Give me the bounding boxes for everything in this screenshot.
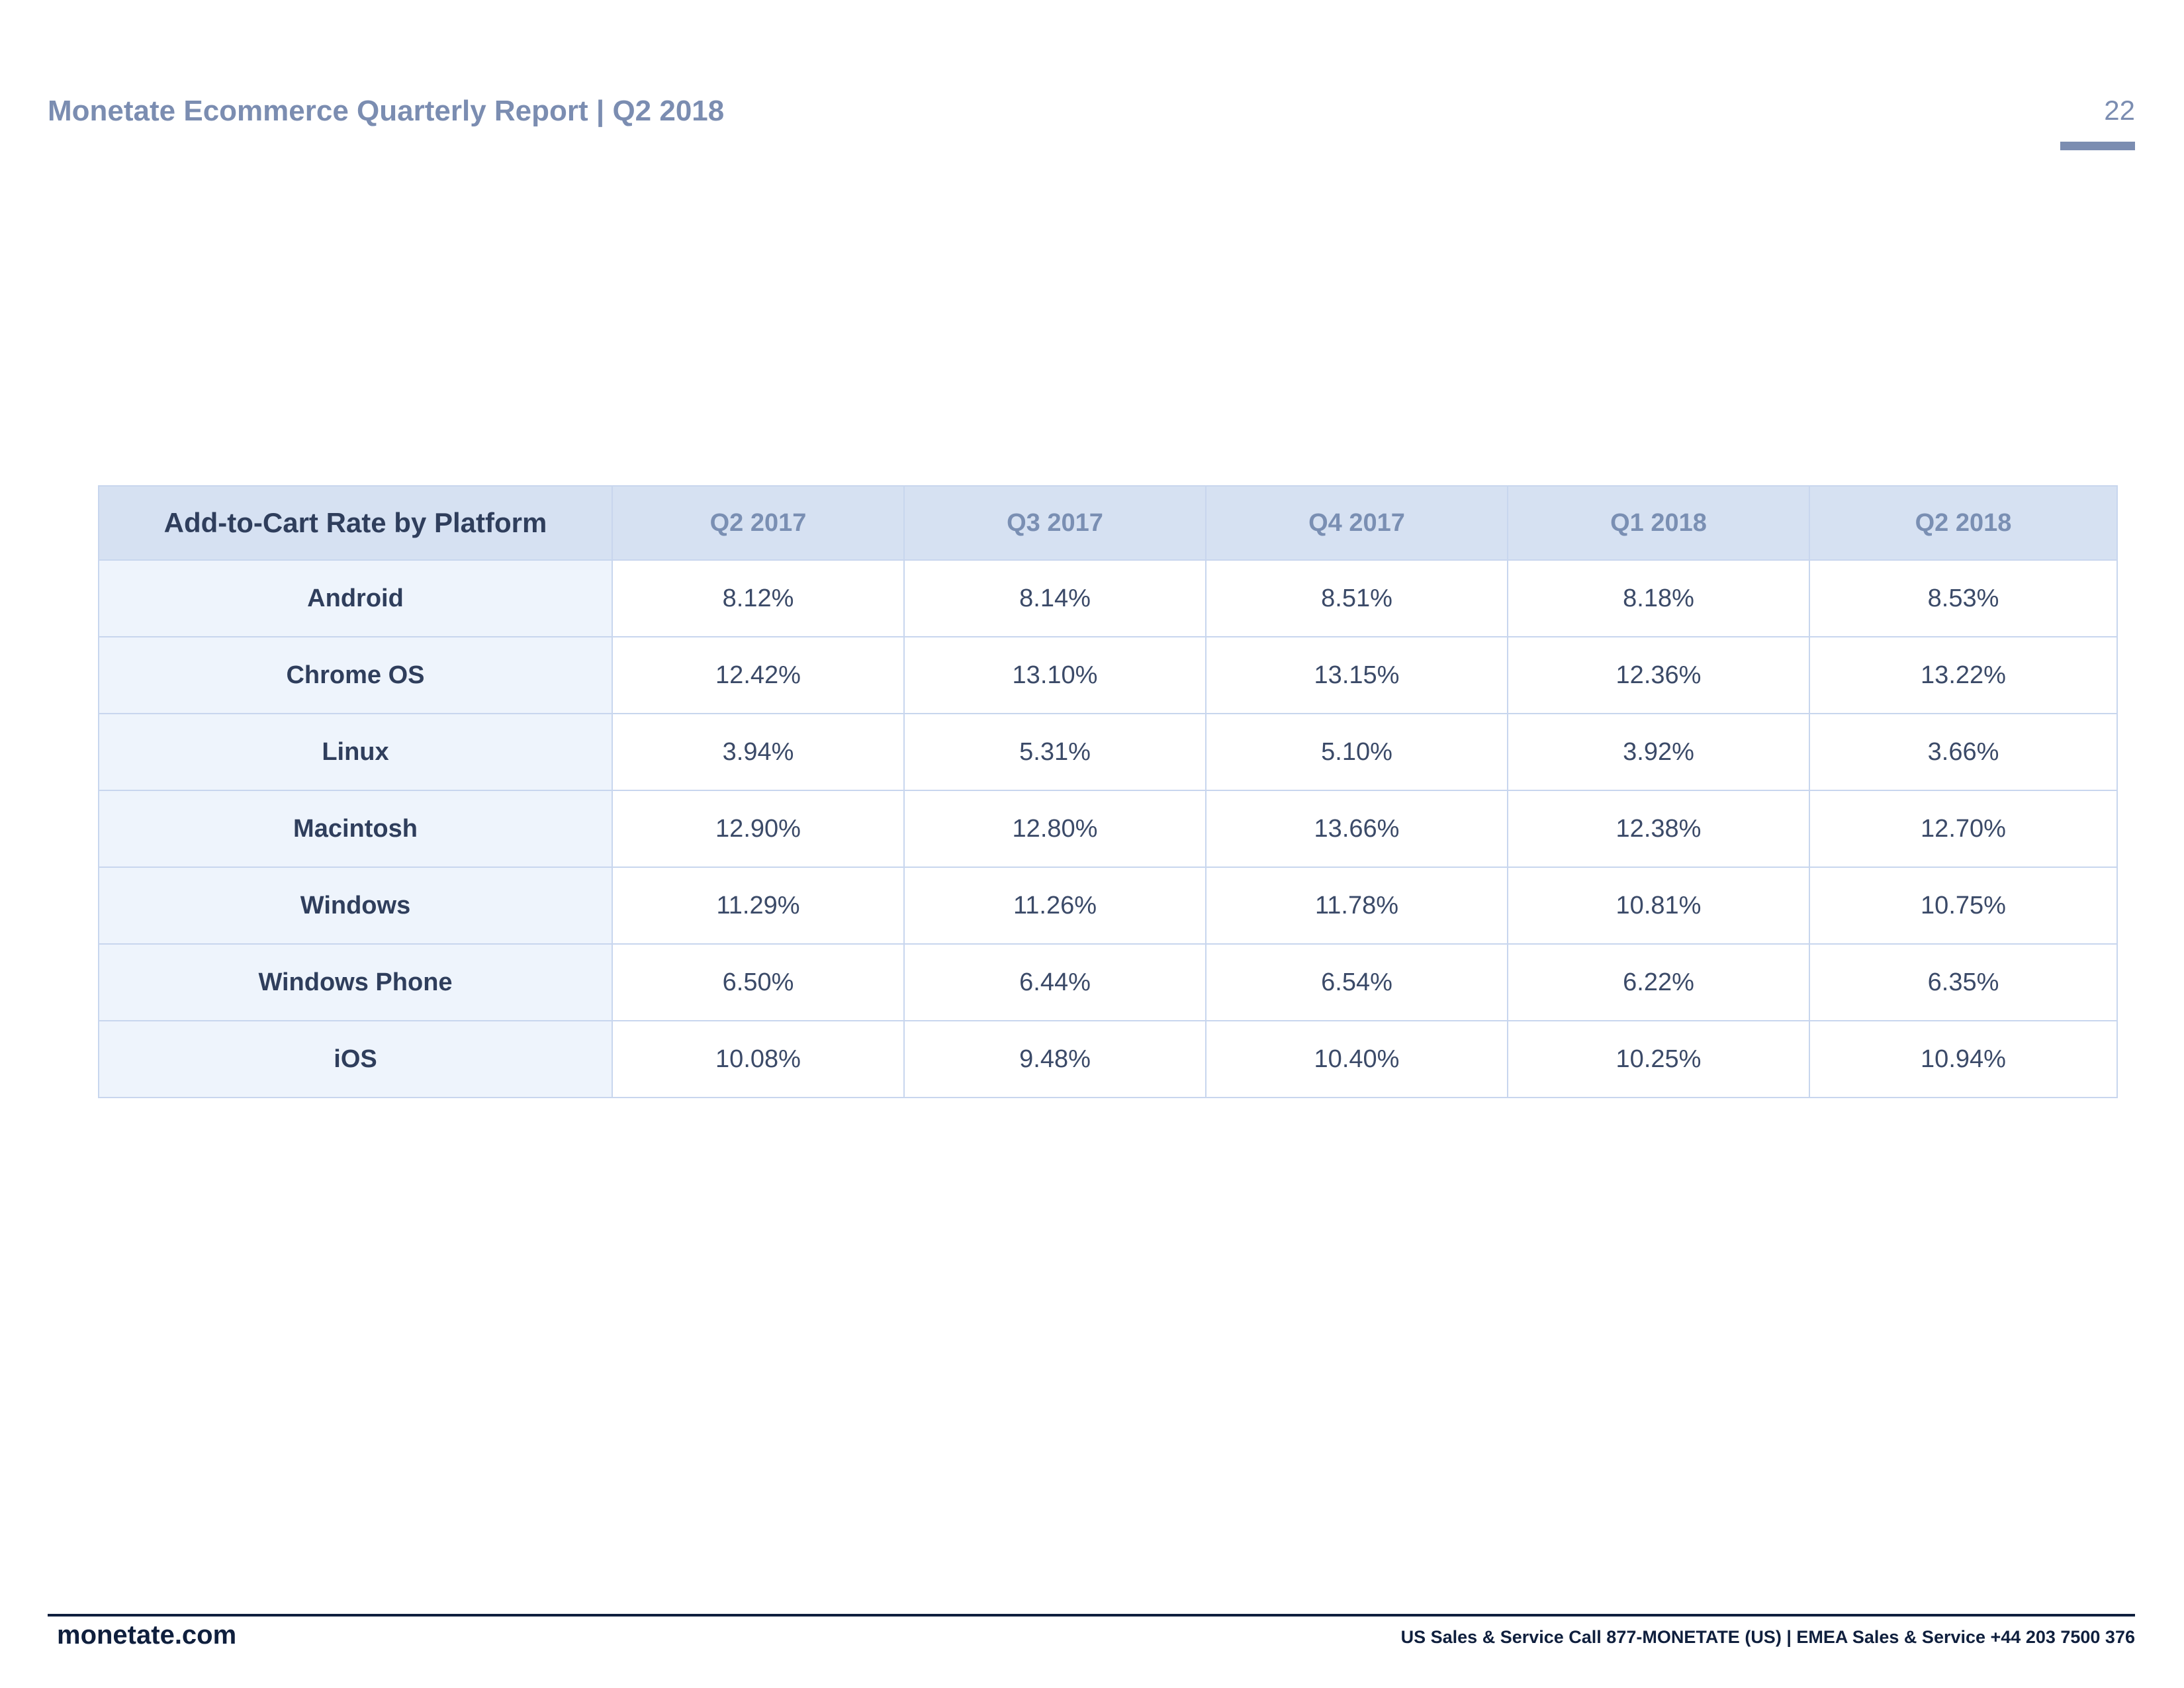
- footer-divider: [48, 1614, 2135, 1617]
- rate-cell: 9.48%: [903, 1020, 1206, 1098]
- platform-cell: Macintosh: [98, 790, 613, 868]
- rate-cell: 3.92%: [1507, 713, 1810, 791]
- add-to-cart-table: Add-to-Cart Rate by Platform Q2 2017 Q3 20…: [98, 485, 2118, 1098]
- rate-cell: 6.54%: [1205, 943, 1508, 1021]
- rate-cell: 3.94%: [612, 713, 905, 791]
- rate-cell: 13.15%: [1205, 636, 1508, 714]
- rate-cell: 5.10%: [1205, 713, 1508, 791]
- rate-cell: 10.81%: [1507, 867, 1810, 945]
- column-header: Q2 2018: [1809, 485, 2118, 561]
- rate-cell: 13.22%: [1809, 636, 2118, 714]
- page-number: 22: [2104, 95, 2135, 126]
- rate-cell: 10.94%: [1809, 1020, 2118, 1098]
- rate-cell: 10.75%: [1809, 867, 2118, 945]
- rate-cell: 13.10%: [903, 636, 1206, 714]
- column-header: Q1 2018: [1507, 485, 1810, 561]
- table-row: Linux 3.94% 5.31% 5.10% 3.92% 3.66%: [98, 713, 2118, 791]
- rate-cell: 12.70%: [1809, 790, 2118, 868]
- rate-cell: 10.40%: [1205, 1020, 1508, 1098]
- rate-cell: 8.14%: [903, 559, 1206, 637]
- rate-cell: 10.08%: [612, 1020, 905, 1098]
- rate-cell: 6.44%: [903, 943, 1206, 1021]
- rate-cell: 11.78%: [1205, 867, 1508, 945]
- platform-cell: Linux: [98, 713, 613, 791]
- table-row: Windows 11.29% 11.26% 11.78% 10.81% 10.75%: [98, 867, 2118, 945]
- rate-cell: 12.80%: [903, 790, 1206, 868]
- platform-cell: Windows: [98, 867, 613, 945]
- table-header-row: Add-to-Cart Rate by Platform Q2 2017 Q3 20…: [98, 485, 2118, 561]
- rate-cell: 6.22%: [1507, 943, 1810, 1021]
- table-title-header: Add-to-Cart Rate by Platform: [98, 485, 613, 561]
- report-title: Monetate Ecommerce Quarterly Report | Q2…: [48, 95, 725, 127]
- rate-cell: 12.42%: [612, 636, 905, 714]
- platform-cell: iOS: [98, 1020, 613, 1098]
- rate-cell: 8.51%: [1205, 559, 1508, 637]
- footer-website: monetate.com: [57, 1620, 237, 1650]
- rate-cell: 8.53%: [1809, 559, 2118, 637]
- platform-cell: Chrome OS: [98, 636, 613, 714]
- column-header: Q2 2017: [612, 485, 905, 561]
- rate-cell: 3.66%: [1809, 713, 2118, 791]
- table-row: iOS 10.08% 9.48% 10.40% 10.25% 10.94%: [98, 1020, 2118, 1098]
- platform-cell: Windows Phone: [98, 943, 613, 1021]
- rate-cell: 12.90%: [612, 790, 905, 868]
- table-row: Windows Phone 6.50% 6.44% 6.54% 6.22% 6.35%: [98, 943, 2118, 1021]
- footer-contact: US Sales & Service Call 877-MONETATE (US…: [1400, 1627, 2135, 1647]
- rate-cell: 8.18%: [1507, 559, 1810, 637]
- rate-cell: 8.12%: [612, 559, 905, 637]
- rate-cell: 13.66%: [1205, 790, 1508, 868]
- rate-cell: 11.29%: [612, 867, 905, 945]
- table-row: Chrome OS 12.42% 13.10% 13.15% 12.36% 13.22%: [98, 636, 2118, 714]
- rate-cell: 5.31%: [903, 713, 1206, 791]
- table-row: Macintosh 12.90% 12.80% 13.66% 12.38% 12.70%: [98, 790, 2118, 868]
- column-header: Q3 2017: [903, 485, 1206, 561]
- platform-cell: Android: [98, 559, 613, 637]
- page-accent-bar: [2060, 142, 2135, 150]
- table-row: Android 8.12% 8.14% 8.51% 8.18% 8.53%: [98, 559, 2118, 637]
- rate-cell: 10.25%: [1507, 1020, 1810, 1098]
- rate-cell: 6.35%: [1809, 943, 2118, 1021]
- rate-cell: 12.38%: [1507, 790, 1810, 868]
- rate-cell: 12.36%: [1507, 636, 1810, 714]
- rate-cell: 6.50%: [612, 943, 905, 1021]
- column-header: Q4 2017: [1205, 485, 1508, 561]
- rate-cell: 11.26%: [903, 867, 1206, 945]
